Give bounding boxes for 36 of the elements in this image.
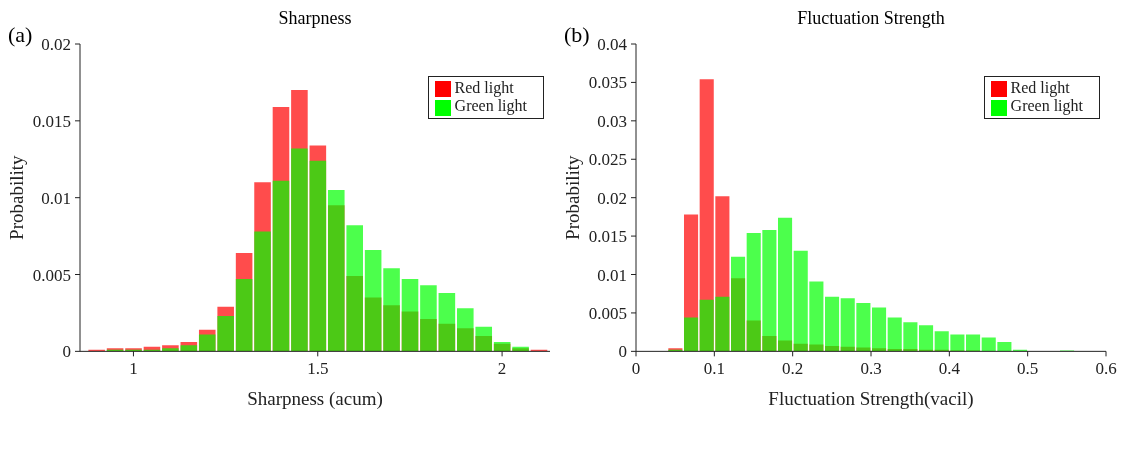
x-tick-label: 0.3 — [860, 359, 882, 379]
y-axis-title: Probability — [561, 154, 583, 240]
x-tick-label: 0.5 — [1017, 359, 1039, 379]
x-tick-label: 0.4 — [938, 359, 961, 379]
x-tick-label: 0.2 — [782, 359, 804, 379]
y-tick-label: 0 — [618, 342, 627, 362]
chart-title: Fluctuation Strength — [797, 8, 945, 28]
legend-label: Red light — [454, 79, 514, 96]
x-tick-label: 0 — [631, 359, 641, 379]
y-tick-label: 0.005 — [32, 265, 71, 285]
legend-label: Green light — [1010, 97, 1083, 115]
x-tick-label: 0.1 — [703, 359, 725, 379]
y-tick-label: 0.035 — [588, 73, 627, 93]
y-tick-label: 0.015 — [32, 111, 71, 131]
x-axis-title: Fluctuation Strength(vacil) — [768, 388, 974, 411]
x-tick-label: 1 — [129, 359, 138, 379]
text: (a) — [8, 22, 33, 48]
x-tick-label: 0.6 — [1095, 359, 1117, 379]
y-tick-label: 0.01 — [597, 265, 627, 285]
y-tick-label: 0.04 — [597, 35, 628, 55]
x-axis-title: Sharpness (acum) — [247, 388, 383, 411]
text: (b) — [564, 22, 590, 48]
legend-label: Green light — [454, 97, 527, 115]
y-tick-label: 0.025 — [588, 150, 627, 170]
y-axis-title: Probability — [5, 154, 27, 240]
y-tick-label: 0 — [62, 342, 71, 362]
y-tick-label: 0.005 — [588, 303, 627, 323]
y-tick-label: 0.015 — [588, 227, 627, 247]
chart-title: Sharpness — [278, 8, 352, 28]
y-tick-label: 0.03 — [597, 111, 627, 131]
legend-label: Red light — [1010, 79, 1070, 96]
y-tick-label: 0.02 — [41, 35, 71, 55]
y-tick-label: 0.02 — [597, 188, 627, 208]
x-tick-label: 1.5 — [307, 359, 329, 379]
x-tick-label: 2 — [497, 359, 507, 379]
y-tick-label: 0.01 — [41, 188, 71, 208]
